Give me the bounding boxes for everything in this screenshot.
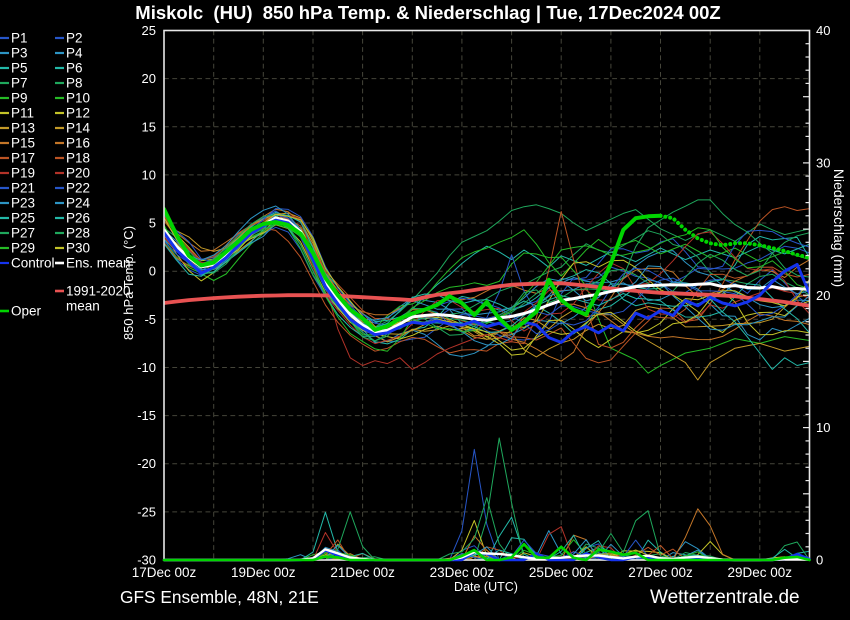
svg-text:0: 0 <box>816 553 823 568</box>
svg-text:P21: P21 <box>11 181 35 196</box>
svg-text:P24: P24 <box>66 196 91 211</box>
svg-text:Ens. mean: Ens. mean <box>66 256 131 271</box>
svg-text:20: 20 <box>142 71 156 86</box>
svg-text:25: 25 <box>142 23 156 38</box>
svg-text:P7: P7 <box>11 76 28 91</box>
svg-text:P5: P5 <box>11 61 28 76</box>
svg-text:P15: P15 <box>11 136 35 151</box>
svg-text:27Dec 00z: 27Dec 00z <box>628 565 693 580</box>
svg-text:P4: P4 <box>66 46 83 61</box>
svg-text:P1: P1 <box>11 31 28 46</box>
svg-text:0: 0 <box>149 264 156 279</box>
svg-text:P6: P6 <box>66 61 83 76</box>
svg-text:P9: P9 <box>11 91 28 106</box>
svg-text:P13: P13 <box>11 121 35 136</box>
svg-text:P30: P30 <box>66 241 90 256</box>
svg-text:23Dec 00z: 23Dec 00z <box>430 565 495 580</box>
svg-text:-10: -10 <box>137 360 156 375</box>
svg-text:10: 10 <box>816 420 830 435</box>
svg-text:P29: P29 <box>11 241 35 256</box>
svg-text:Niederschlag (mm): Niederschlag (mm) <box>831 169 847 287</box>
svg-text:Miskolc (HU) 850 hPa Temp. &: Miskolc (HU) 850 hPa Temp. & Niederschla… <box>135 2 720 23</box>
svg-text:40: 40 <box>816 23 830 38</box>
svg-text:GFS Ensemble, 48N, 21E: GFS Ensemble, 48N, 21E <box>120 587 319 607</box>
svg-text:-25: -25 <box>137 504 156 519</box>
svg-text:30: 30 <box>816 155 830 170</box>
svg-text:Oper: Oper <box>11 304 42 319</box>
svg-text:P20: P20 <box>66 166 90 181</box>
svg-text:-20: -20 <box>137 456 156 471</box>
svg-text:P2: P2 <box>66 31 83 46</box>
svg-text:-15: -15 <box>137 408 156 423</box>
svg-text:Date (UTC): Date (UTC) <box>454 580 518 594</box>
svg-text:P10: P10 <box>66 91 90 106</box>
svg-text:850 hPa Temp. (°C): 850 hPa Temp. (°C) <box>121 226 136 340</box>
svg-text:P11: P11 <box>11 106 34 121</box>
svg-text:25Dec 00z: 25Dec 00z <box>529 565 594 580</box>
svg-text:mean: mean <box>66 299 100 314</box>
svg-text:P8: P8 <box>66 76 83 91</box>
svg-text:21Dec 00z: 21Dec 00z <box>330 565 395 580</box>
svg-text:19Dec 00z: 19Dec 00z <box>231 565 296 580</box>
svg-text:10: 10 <box>142 167 156 182</box>
svg-text:29Dec 00z: 29Dec 00z <box>728 565 793 580</box>
svg-text:P14: P14 <box>66 121 91 136</box>
svg-text:P18: P18 <box>66 151 90 166</box>
svg-text:1991-2020: 1991-2020 <box>66 284 131 299</box>
svg-text:15: 15 <box>142 119 156 134</box>
svg-text:P19: P19 <box>11 166 35 181</box>
svg-text:-30: -30 <box>137 553 156 568</box>
svg-text:P27: P27 <box>11 226 35 241</box>
svg-text:17Dec 00z: 17Dec 00z <box>132 565 197 580</box>
svg-text:-5: -5 <box>144 312 156 327</box>
svg-text:P26: P26 <box>66 211 90 226</box>
svg-text:Control: Control <box>11 256 55 271</box>
svg-text:P16: P16 <box>66 136 90 151</box>
svg-text:20: 20 <box>816 288 830 303</box>
svg-text:P25: P25 <box>11 211 35 226</box>
svg-text:Wetterzentrale.de: Wetterzentrale.de <box>650 587 800 608</box>
svg-text:P28: P28 <box>66 226 90 241</box>
svg-text:P22: P22 <box>66 181 90 196</box>
svg-text:P23: P23 <box>11 196 35 211</box>
svg-text:P3: P3 <box>11 46 28 61</box>
svg-text:P17: P17 <box>11 151 35 166</box>
svg-text:P12: P12 <box>66 106 90 121</box>
svg-text:5: 5 <box>149 216 156 231</box>
